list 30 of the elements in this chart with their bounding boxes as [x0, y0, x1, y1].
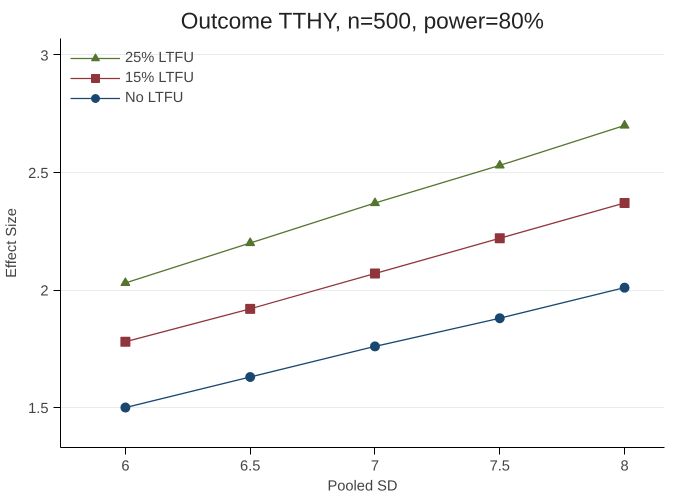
y-tick-label: 1.5 — [28, 401, 48, 418]
point — [120, 277, 130, 286]
point — [494, 313, 505, 324]
x-axis-title: Pooled SD — [327, 478, 398, 494]
point — [620, 198, 630, 208]
x-tick-label: 8 — [620, 458, 629, 474]
x-tick-label: 7.5 — [490, 458, 510, 474]
point — [494, 233, 505, 244]
point — [620, 282, 630, 293]
point — [370, 268, 380, 279]
x-tick-label: 6.5 — [240, 458, 260, 474]
chart-title: Outcome TTHY, n=500, power=80% — [180, 8, 544, 34]
legend-label: 25% LTFU — [125, 50, 194, 66]
point — [494, 160, 505, 169]
point — [245, 304, 256, 314]
legend-label: No LTFU — [125, 90, 184, 106]
y-axis-title: Effect Size — [4, 208, 20, 278]
point — [120, 402, 130, 413]
y-tick-label: 2 — [40, 284, 49, 300]
legend-label: 15% LTFU — [125, 70, 194, 86]
x-tick-label: 6 — [121, 458, 130, 474]
point — [245, 237, 256, 246]
y-tick-label: 3 — [40, 48, 49, 64]
point — [245, 372, 256, 382]
point — [370, 341, 380, 352]
point — [370, 197, 380, 206]
point — [620, 120, 630, 129]
point — [120, 336, 130, 347]
y-tick-label: 2.5 — [28, 166, 48, 182]
x-tick-label: 7 — [370, 458, 380, 474]
